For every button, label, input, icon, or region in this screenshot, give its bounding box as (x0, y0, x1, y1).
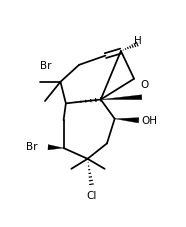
Text: OH: OH (141, 116, 157, 126)
Text: Br: Br (26, 141, 37, 151)
Polygon shape (48, 145, 64, 150)
Polygon shape (115, 118, 139, 123)
Text: H: H (134, 36, 142, 46)
Text: O: O (140, 80, 149, 90)
Polygon shape (101, 95, 142, 100)
Text: Cl: Cl (86, 190, 97, 200)
Text: Br: Br (40, 61, 52, 71)
